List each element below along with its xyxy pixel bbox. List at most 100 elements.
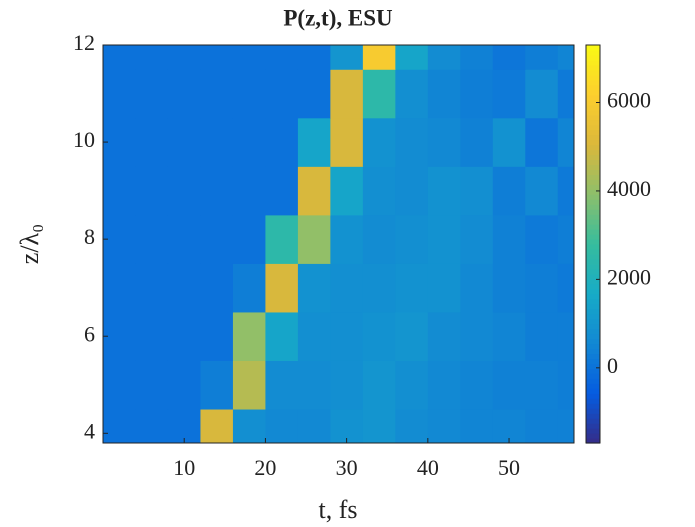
colorbar-swatch <box>586 338 600 345</box>
heatmap-cell <box>167 409 201 443</box>
heatmap-cell <box>232 214 266 264</box>
colorbar-tick-label: 2000 <box>607 264 651 289</box>
y-tick-label: 10 <box>73 127 95 152</box>
heatmap-cell <box>265 360 299 410</box>
colorbar-frame <box>585 44 601 444</box>
colorbar-swatch <box>586 244 600 250</box>
heatmap-cell <box>135 409 169 443</box>
heatmap-cell <box>232 409 266 443</box>
colorbar-swatch <box>586 84 600 91</box>
heatmap-cell <box>460 214 494 264</box>
heatmap-cell <box>103 69 136 119</box>
heatmap-cell <box>525 311 559 361</box>
heatmap-cell <box>460 311 494 361</box>
heatmap-cell <box>525 45 559 70</box>
heatmap-cell <box>557 69 574 119</box>
heatmap-cell <box>492 45 526 70</box>
colorbar-swatch <box>586 268 600 275</box>
colorbar-tick-label: 4000 <box>607 176 651 201</box>
colorbar-swatch <box>586 253 600 260</box>
colorbar-swatch <box>586 159 600 165</box>
heatmap-cell <box>167 69 201 119</box>
heatmap-cell <box>135 263 169 313</box>
heatmap-cell <box>395 263 429 313</box>
heatmap-cell <box>525 117 559 167</box>
colorbar-swatch <box>586 328 600 335</box>
colorbar-swatch <box>586 79 600 86</box>
heatmap-cell <box>427 360 461 410</box>
heatmap-cell <box>525 409 559 443</box>
colorbar-swatch <box>586 348 600 355</box>
colorbar-swatch <box>586 59 600 66</box>
heatmap-cell <box>297 45 331 70</box>
heatmap-cell <box>362 360 396 410</box>
colorbar-swatch <box>586 428 600 434</box>
heatmap-cell <box>395 360 429 410</box>
heatmap-cell <box>557 263 574 313</box>
colorbar-swatch <box>586 219 600 225</box>
heatmap-cell <box>200 409 234 443</box>
colorbar-swatch <box>586 179 600 185</box>
colorbar-swatch <box>586 64 600 71</box>
heatmap-cell <box>395 214 429 264</box>
colorbar-swatch <box>586 49 600 56</box>
heatmap-cell <box>232 69 266 119</box>
heatmap-cell <box>330 311 364 361</box>
colorbar-swatch <box>586 114 600 121</box>
heatmap-cell <box>103 214 136 264</box>
colorbar-swatch <box>586 204 600 210</box>
heatmap-cell <box>427 166 461 216</box>
heatmap-cell <box>297 166 331 216</box>
heatmap-cell <box>525 166 559 216</box>
heatmap-cell <box>200 166 234 216</box>
heatmap-cell <box>200 69 234 119</box>
colorbar-swatch <box>586 154 600 161</box>
heatmap-cell <box>297 117 331 167</box>
heatmap-cell <box>330 166 364 216</box>
colorbar-swatch <box>586 323 600 330</box>
colorbar-swatch <box>586 433 600 439</box>
colorbar-swatch <box>586 298 600 305</box>
heatmap-cell <box>265 214 299 264</box>
colorbar-swatch <box>586 239 600 245</box>
colorbar-swatch <box>586 69 600 76</box>
heatmap-cell <box>167 117 201 167</box>
heatmap-cell <box>103 360 136 410</box>
colorbar-swatch <box>586 408 600 414</box>
colorbar-swatch <box>586 99 600 106</box>
colorbar-swatch <box>586 333 600 340</box>
heatmap-cell <box>557 45 574 70</box>
colorbar-swatch <box>586 224 600 230</box>
heatmap-cell <box>167 311 201 361</box>
heatmap-cell <box>330 409 364 443</box>
x-tick-label: 10 <box>173 455 195 480</box>
colorbar-swatch <box>586 109 600 116</box>
colorbar-swatch <box>586 318 600 325</box>
colorbar-swatch <box>586 363 600 369</box>
heatmap-cell <box>525 360 559 410</box>
colorbar-swatch <box>586 234 600 240</box>
colorbar-swatch <box>586 438 600 444</box>
colorbar-swatch <box>586 164 600 170</box>
heatmap-cell <box>492 311 526 361</box>
heatmap-cell <box>492 409 526 443</box>
heatmap <box>103 45 574 443</box>
colorbar-swatch <box>586 89 600 96</box>
x-tick-label: 30 <box>336 455 358 480</box>
colorbar-swatch <box>586 278 600 285</box>
heatmap-cell <box>395 409 429 443</box>
y-tick-label: 4 <box>84 418 95 443</box>
heatmap-cell <box>265 69 299 119</box>
heatmap-cell <box>330 117 364 167</box>
heatmap-cell <box>460 45 494 70</box>
heatmap-cell <box>297 311 331 361</box>
heatmap-cell <box>557 117 574 167</box>
y-axis-label: z/λ₀ <box>15 224 44 264</box>
colorbar-swatch <box>586 403 600 409</box>
heatmap-cell <box>232 117 266 167</box>
heatmap-cell <box>297 263 331 313</box>
heatmap-cell <box>460 69 494 119</box>
heatmap-cell <box>492 360 526 410</box>
heatmap-cell <box>557 214 574 264</box>
x-tick-label: 40 <box>417 455 439 480</box>
